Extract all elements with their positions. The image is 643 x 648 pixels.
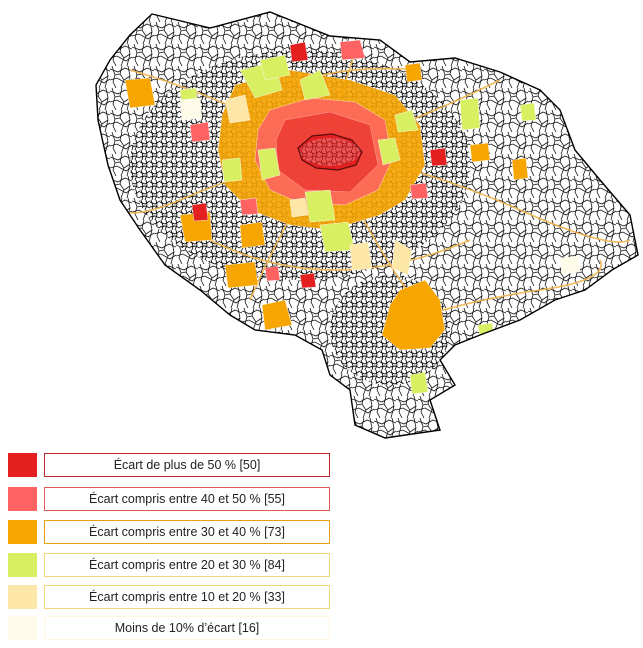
region-outline — [95, 11, 639, 439]
legend-swatch — [8, 487, 37, 511]
legend-swatch — [8, 616, 37, 640]
legend-item-40-50: Écart compris entre 40 et 50 % [55] — [6, 485, 336, 513]
legend-item-10-20: Écart compris entre 10 et 20 % [33] — [6, 583, 336, 611]
legend-swatch — [8, 553, 37, 577]
ile-de-france-map — [95, 11, 639, 439]
legend-item-20-30: Écart compris entre 20 et 30 % [84] — [6, 551, 336, 579]
legend-swatch — [8, 585, 37, 609]
legend-label: Écart compris entre 40 et 50 % [55] — [44, 487, 330, 511]
legend-item-30-40: Écart compris entre 30 et 40 % [73] — [6, 518, 336, 546]
legend-item-over-50: Écart de plus de 50 % [50] — [6, 451, 336, 479]
legend-label: Écart compris entre 20 et 30 % [84] — [44, 553, 330, 577]
legend-item-under-10: Moins de 10% d’écart [16] — [6, 614, 336, 642]
legend-label: Écart de plus de 50 % [50] — [44, 453, 330, 477]
legend-label: Écart compris entre 10 et 20 % [33] — [44, 585, 330, 609]
legend-swatch — [8, 520, 37, 544]
legend-swatch — [8, 453, 37, 477]
legend-label: Écart compris entre 30 et 40 % [73] — [44, 520, 330, 544]
legend-label: Moins de 10% d’écart [16] — [44, 616, 330, 640]
